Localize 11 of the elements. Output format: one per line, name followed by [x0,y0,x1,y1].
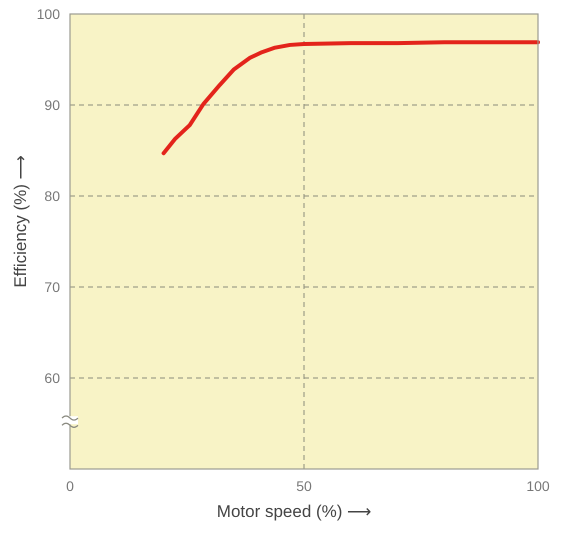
x-tick-label: 0 [66,478,74,494]
y-tick-label: 100 [36,6,60,22]
line-series [162,40,540,156]
y-tick-label: 60 [44,370,60,386]
y-tick-label: 90 [44,96,60,113]
y-tick-label: 70 [44,278,60,295]
x-tick-label: 100 [526,478,550,494]
y-axis-title: Efficiency (%) ⟶ [11,155,30,288]
y-tick-label: 80 [44,188,60,204]
x-axis-title: Motor speed (%) ⟶ [216,502,372,521]
x-tick-label: 50 [296,478,312,494]
